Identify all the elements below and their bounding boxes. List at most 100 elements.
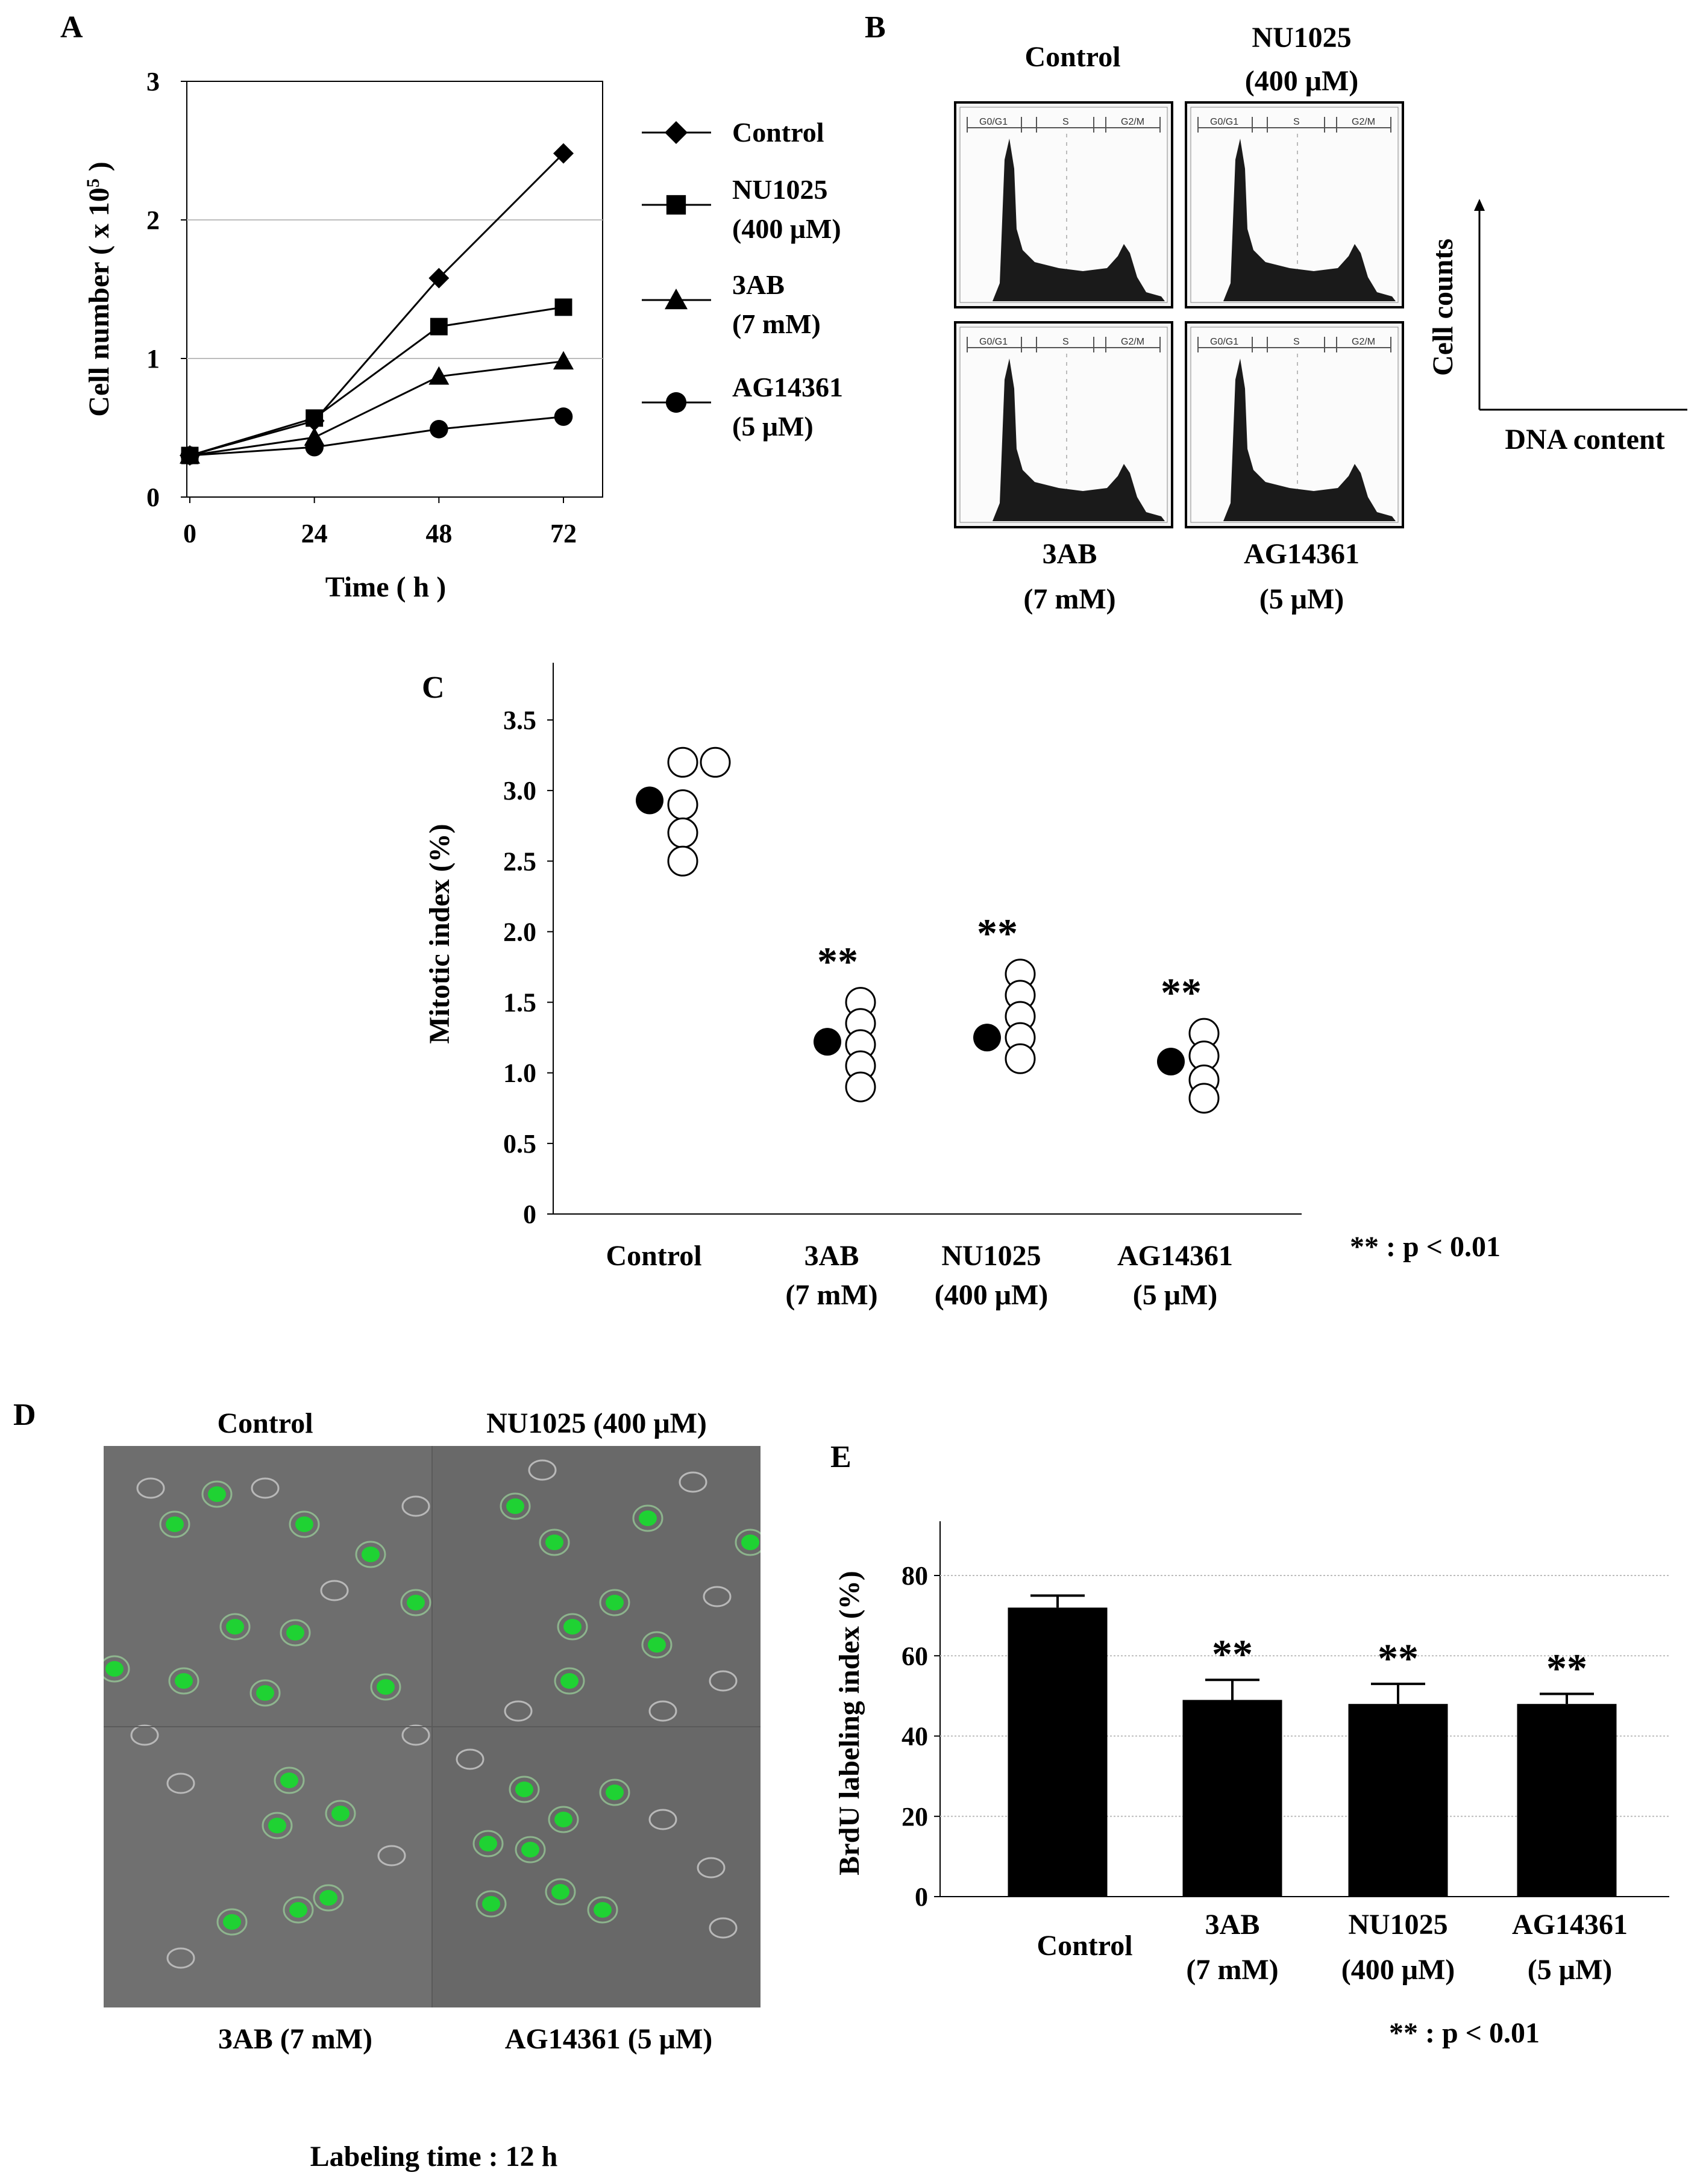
micrograph-unlabeled-cell bbox=[703, 1586, 732, 1607]
panel-e-bar-nu1025 bbox=[1348, 1704, 1448, 1897]
panel-e-y-tick-label: 80 bbox=[902, 1561, 928, 1591]
panel-c-mean-dot-ag14361 bbox=[1157, 1047, 1185, 1075]
panel-c-mean-dot-3ab bbox=[814, 1028, 841, 1056]
micrograph-unlabeled-cell bbox=[320, 1580, 349, 1601]
panel-a-point-3ab bbox=[428, 366, 450, 385]
panel-a-x-tick-label: 72 bbox=[550, 519, 577, 548]
micrograph-brdu-positive-cell-halo bbox=[515, 1836, 546, 1863]
micrograph-unlabeled-cell bbox=[401, 1495, 430, 1517]
micrograph-brdu-positive-cell-halo bbox=[274, 1766, 305, 1794]
micrograph-brdu-positive-nucleus bbox=[639, 1510, 657, 1526]
micrograph-brdu-positive-cell-halo bbox=[370, 1673, 401, 1701]
panel-e-significance-stars: ** bbox=[1212, 1631, 1253, 1677]
legend-label-3ab: 3AB bbox=[732, 269, 785, 300]
histogram-gate-label: S bbox=[1062, 337, 1069, 347]
legend-label-ag14361: AG14361 bbox=[732, 372, 843, 402]
micrograph-brdu-positive-nucleus bbox=[319, 1890, 337, 1906]
micrograph-unlabeled-cell bbox=[504, 1700, 533, 1722]
micrograph-brdu-positive-cell-halo bbox=[599, 1779, 630, 1806]
micrograph-brdu-positive-nucleus bbox=[515, 1782, 533, 1797]
panel-label-d: D bbox=[13, 1398, 36, 1432]
panel-c-replicate-point bbox=[667, 845, 698, 877]
panel-a-point-ag14361 bbox=[554, 407, 573, 426]
micrograph-brdu-positive-nucleus bbox=[256, 1685, 274, 1701]
micrograph-brdu-positive-nucleus bbox=[606, 1785, 624, 1800]
micrograph-brdu-positive-cell-halo bbox=[262, 1812, 293, 1839]
panel-a-x-tick-label: 24 bbox=[301, 519, 328, 548]
micrograph-brdu-positive-cell-halo bbox=[587, 1896, 618, 1924]
panel-c-mean-dot-control bbox=[636, 786, 663, 815]
histogram-gate-label: G0/G1 bbox=[979, 117, 1008, 127]
histogram-dna-profile bbox=[1193, 139, 1396, 301]
micrograph-brdu-positive-nucleus bbox=[563, 1619, 582, 1635]
micrograph-brdu-positive-cell-halo bbox=[313, 1884, 344, 1912]
panel-e-significance-note: ** : p < 0.01 bbox=[1389, 2017, 1540, 2049]
panel-e-category-dose-ag14361: (5 μM) bbox=[1528, 1954, 1612, 1986]
micrograph-brdu-positive-nucleus bbox=[551, 1884, 569, 1900]
panel-c-significance-stars: ** bbox=[1161, 969, 1202, 1015]
micrograph-brdu-positive-nucleus bbox=[362, 1547, 380, 1562]
panel-c-y-tick-label: 3.5 bbox=[503, 706, 536, 735]
micrograph-unlabeled-cell bbox=[528, 1459, 557, 1481]
micrograph-brdu-positive-nucleus bbox=[506, 1498, 524, 1514]
micrograph-unlabeled-cell bbox=[130, 1724, 159, 1746]
micrograph-brdu-positive-nucleus bbox=[268, 1818, 286, 1833]
panel-a-point-nu1025 bbox=[554, 298, 572, 316]
micrograph-unlabeled-cell bbox=[709, 1670, 738, 1692]
micrograph-brdu-positive-cell-halo bbox=[539, 1528, 570, 1556]
micrograph-brdu-positive-nucleus bbox=[560, 1673, 579, 1689]
panel-a-y-axis-title: Cell number ( x 105 ) bbox=[83, 161, 115, 416]
histogram-gate-label: G0/G1 bbox=[1210, 337, 1238, 347]
panel-e-significance-stars: ** bbox=[1378, 1635, 1419, 1681]
panel-a-x-tick-label: 0 bbox=[183, 519, 196, 548]
micrograph-brdu-positive-cell-halo bbox=[168, 1667, 199, 1695]
panel-c-replicate-point bbox=[1005, 1043, 1036, 1074]
panel-b-title-nu1025-dose: (400 μM) bbox=[1245, 65, 1358, 97]
micrograph-brdu-positive-cell-halo bbox=[325, 1800, 356, 1827]
panel-c-replicate-point bbox=[667, 817, 698, 848]
panel-a-point-ag14361 bbox=[180, 446, 199, 465]
legend-marker-nu1025 bbox=[666, 195, 686, 215]
micrograph-brdu-positive-nucleus bbox=[223, 1914, 241, 1930]
panel-c-y-tick-label: 2.5 bbox=[503, 846, 536, 876]
panel-a-series-line-control bbox=[189, 152, 565, 457]
micrograph-brdu-positive-nucleus bbox=[175, 1673, 193, 1689]
panel-a-point-control bbox=[553, 143, 574, 164]
panel-e-bar-control bbox=[1008, 1607, 1108, 1897]
panel-c-category-dose-ag14361: (5 μM) bbox=[1133, 1279, 1217, 1311]
micrograph-brdu-positive-cell-halo bbox=[545, 1878, 576, 1906]
micrograph-brdu-positive-nucleus bbox=[105, 1661, 124, 1677]
panel-c-significance-stars: ** bbox=[817, 939, 858, 984]
panel-c-category-ag14361: AG14361 bbox=[1117, 1240, 1233, 1272]
panel-b-title-ag14361-dose: (5 μM) bbox=[1259, 583, 1344, 615]
micrograph-brdu-positive-cell-halo bbox=[472, 1830, 504, 1857]
panel-c-replicate-point bbox=[1188, 1083, 1220, 1114]
panel-d-label-control: Control bbox=[217, 1407, 313, 1439]
micrograph-brdu-positive-nucleus bbox=[377, 1679, 395, 1695]
panel-b-title-nu1025: NU1025 bbox=[1252, 22, 1351, 54]
micrograph-brdu-positive-cell-halo bbox=[400, 1589, 431, 1616]
panel-a-plot-frame bbox=[186, 81, 603, 498]
panel-a-y-tick-label: 1 bbox=[146, 344, 160, 374]
panel-a-series-line-ag14361 bbox=[189, 416, 564, 457]
micrograph-unlabeled-cell bbox=[251, 1477, 280, 1499]
micrograph-brdu-positive-cell-halo bbox=[216, 1908, 248, 1936]
panel-c-category-control: Control bbox=[606, 1240, 701, 1272]
panel-a-point-control bbox=[428, 268, 450, 289]
panel-b-title-3ab: 3AB bbox=[1043, 538, 1097, 570]
panel-c-y-tick-label: 1.0 bbox=[503, 1059, 536, 1088]
panel-b-title-ag14361: AG14361 bbox=[1244, 538, 1360, 570]
panel-c-category-dose-3ab: (7 mM) bbox=[785, 1279, 877, 1311]
histogram-gate-label: G2/M bbox=[1352, 337, 1375, 347]
micrograph-unlabeled-cell bbox=[401, 1724, 430, 1746]
micrograph-tile-nu1025 bbox=[432, 1446, 761, 1727]
panel-b-title-3ab-dose: (7 mM) bbox=[1023, 583, 1115, 615]
panel-e-significance-stars: ** bbox=[1546, 1645, 1587, 1691]
panel-c-category-3ab: 3AB bbox=[804, 1240, 859, 1272]
panel-c-significance-stars: ** bbox=[977, 910, 1018, 956]
panel-a-cell-growth-chart: 0 1 2 3 0 24 48 72 Time ( h ) Cell number ( x 1… bbox=[83, 67, 843, 603]
legend-marker-3ab bbox=[665, 289, 688, 310]
micrograph-unlabeled-cell bbox=[648, 1700, 677, 1722]
micrograph-brdu-positive-cell-halo bbox=[201, 1480, 233, 1508]
micrograph-unlabeled-cell bbox=[648, 1809, 677, 1830]
